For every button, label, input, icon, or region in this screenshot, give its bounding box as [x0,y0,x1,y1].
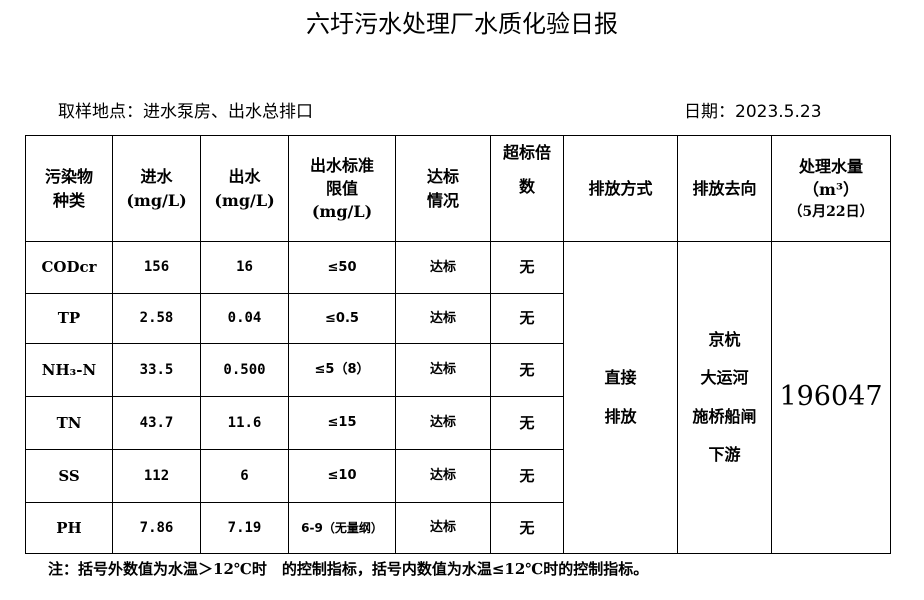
header-exceed: 超标倍数 [490,135,564,242]
header-volume: 处理水量 （m³） （5月22日） [771,135,891,242]
inflow-value: 156 [112,241,201,294]
report-date: 日期：2023.5.23 [684,102,822,122]
table-row: TN 43.7 11.6 ≤15 达标 无 [25,396,891,450]
destination-line: 大运河 [700,368,749,388]
status-value: 达标 [395,396,491,450]
inflow-value: 43.7 [112,396,201,450]
header-text: (mg/L) [311,202,373,222]
pollutant-name: PH [25,502,113,554]
header-row: 污染物种类 进水 (mg/L) 出水 (mg/L) 出水标准限值 (mg/L) 达标情… [25,135,891,242]
inflow-value: 7.86 [112,502,201,554]
status-value: 达标 [395,241,491,294]
table-row: TP 2.58 0.04 ≤0.5 达标 无 [25,293,891,344]
header-text: 处理水量 [798,157,863,177]
pollutant-name: TN [25,396,113,450]
outflow-value: 7.19 [200,502,289,554]
method-line: 直接 [604,368,637,388]
header-text: 情况 [426,190,459,210]
exceed-value: 无 [490,396,564,450]
exceed-value: 无 [490,241,564,294]
pollutant-name: TP [25,293,113,344]
header-status: 达标 情况 [395,135,491,242]
status-value: 达标 [395,449,491,503]
inflow-value: 2.58 [112,293,201,344]
header-text: 进水 [140,167,173,187]
exceed-value: 无 [490,449,564,503]
limit-value: ≤5（8） [288,343,396,397]
header-destination: 排放去向 [677,135,772,242]
status-value: 达标 [395,502,491,554]
header-text: 出水 [228,167,261,187]
header-pollutant: 污染物 种类 [25,135,113,242]
status-value: 达标 [395,293,491,344]
discharge-method: 直接 排放 [563,241,678,554]
destination-line: 施桥船闸 [692,406,757,426]
table-row: CODcr 156 16 ≤50 达标 无 直接排放 京杭大运河施桥船闸下游 1… [25,241,891,554]
header-text: 污染物 [44,167,93,187]
destination-line: 京杭 [708,329,741,349]
table-row: SS 112 6 ≤10 达标 无 [25,449,891,503]
sampling-location: 取样地点：进水泵房、出水总排口 [58,102,313,122]
header-text: （m³） [803,180,859,200]
exceed-value: 无 [490,293,564,344]
method-line: 排放 [604,406,637,426]
outflow-value: 0.04 [200,293,289,344]
footnote: 注：括号外数值为水温＞12℃时 的控制指标，括号内数值为水温≤12℃时的控制指标… [48,560,649,578]
header-text: (mg/L) [126,190,187,210]
limit-value: ≤15 [288,396,396,450]
outflow-value: 0.500 [200,343,289,397]
pollutant-name: SS [25,449,113,503]
pollutant-name: NH₃-N [25,343,113,397]
exceed-value: 无 [490,343,564,397]
header-text: 限值 [325,178,358,198]
outflow-value: 11.6 [200,396,289,450]
header-text: (mg/L) [214,190,275,210]
limit-value: ≤0.5 [288,293,396,344]
treated-volume: 196047 [771,241,891,554]
header-text: （5月22日） [788,203,874,220]
outflow-value: 6 [200,449,289,503]
header-text: 数 [518,176,535,196]
header-outflow: 出水 (mg/L) [200,135,289,242]
outflow-value: 16 [200,241,289,294]
header-text: 超标倍 [502,143,551,162]
inflow-value: 33.5 [112,343,201,397]
limit-value: ≤10 [288,449,396,503]
header-text: 种类 [52,190,85,210]
report-title: 六圩污水处理厂水质化验日报 [306,10,618,38]
limit-value: 6-9（无量纲） [288,502,396,554]
water-quality-table: 污染物 种类 进水 (mg/L) 出水 (mg/L) 出水标准 限值 (mg/L) 达标情… [25,135,891,554]
inflow-value: 112 [112,449,201,503]
exceed-value: 无 [490,502,564,554]
header-inflow: 进水 (mg/L) [112,135,201,242]
status-value: 达标 [395,343,491,397]
header-limit: 出水标准限值 (mg/L) [288,135,396,242]
pollutant-name: CODcr [25,241,113,294]
discharge-destination: 京杭大运河施桥船闸下游 [677,241,772,554]
header-method: 排放方式 [563,135,678,242]
header-text: 出水标准 [309,155,374,175]
table-row: NH₃-N 33.5 0.500 ≤5（8） 达标 无 [25,343,891,397]
destination-line: 下游 [708,444,741,464]
header-text: 达标 [426,167,459,187]
limit-value: ≤50 [288,241,396,294]
table-row: PH 7.86 7.19 6-9（无量纲） 达标 无 [25,502,891,554]
